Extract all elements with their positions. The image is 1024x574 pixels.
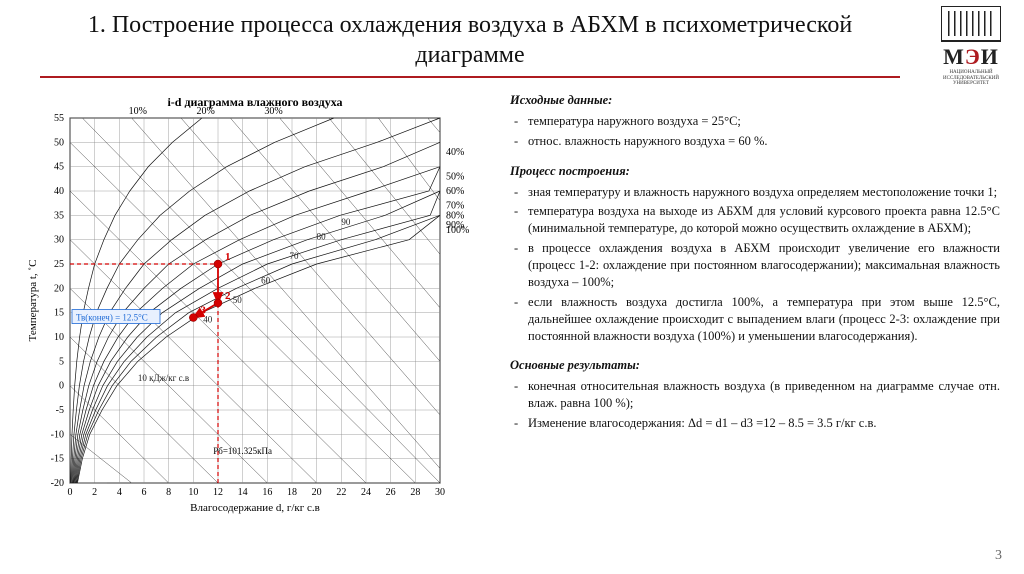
svg-text:16: 16 (262, 487, 272, 498)
svg-text:3: 3 (200, 305, 206, 317)
list-item: конечная относительная влажность воздуха… (510, 378, 1000, 412)
svg-text:0: 0 (59, 381, 64, 392)
list-item: в процессе охлаждения воздуха в АБХМ про… (510, 240, 1000, 291)
svg-text:i-d диаграмма влажного воздуха: i-d диаграмма влажного воздуха (167, 95, 342, 109)
svg-text:0: 0 (68, 487, 73, 498)
svg-text:50%: 50% (446, 171, 464, 182)
svg-text:40%: 40% (446, 147, 464, 158)
svg-text:50: 50 (54, 137, 64, 148)
svg-text:-10: -10 (51, 429, 64, 440)
section-title: Основные результаты: (510, 357, 1000, 374)
svg-text:24: 24 (361, 487, 371, 498)
page-number: 3 (995, 548, 1002, 564)
list-item: относ. влажность наружного воздуха = 60 … (510, 133, 1000, 150)
svg-text:Влагосодержание d, г/кг с.в: Влагосодержание d, г/кг с.в (190, 502, 320, 514)
svg-text:10: 10 (54, 332, 64, 343)
description-panel: Исходные данные: температура наружного в… (510, 92, 1000, 435)
svg-text:12: 12 (213, 487, 223, 498)
svg-text:35: 35 (54, 210, 64, 221)
svg-text:4: 4 (117, 487, 122, 498)
svg-text:15: 15 (54, 308, 64, 319)
list-item: температура воздуха на выходе из АБХМ дл… (510, 203, 1000, 237)
svg-text:100%: 100% (446, 225, 469, 236)
list-item: зная температуру и влажность наружного в… (510, 184, 1000, 201)
list-item: если влажность воздуха достигла 100%, а … (510, 294, 1000, 345)
list-item: температура наружного воздуха = 25°С; (510, 113, 1000, 130)
svg-text:20: 20 (54, 283, 64, 294)
svg-text:10 кДж/кг с.в: 10 кДж/кг с.в (138, 373, 189, 383)
section-title: Исходные данные: (510, 92, 1000, 109)
svg-text:26: 26 (386, 487, 396, 498)
svg-text:10%: 10% (129, 106, 147, 117)
svg-text:-20: -20 (51, 478, 64, 489)
svg-text:-15: -15 (51, 454, 64, 465)
svg-text:5: 5 (59, 356, 64, 367)
svg-text:30: 30 (435, 487, 445, 498)
svg-text:60%: 60% (446, 186, 464, 197)
title-underline (40, 76, 900, 78)
list-item: Изменение влагосодержания: Δd = d1 – d3 … (510, 415, 1000, 432)
svg-text:Рб=101.325кПа: Рб=101.325кПа (213, 446, 272, 456)
svg-text:20: 20 (312, 487, 322, 498)
university-logo: МЭИ НАЦИОНАЛЬНЫЙ ИССЛЕДОВАТЕЛЬСКИЙ УНИВЕ… (936, 6, 1006, 86)
svg-text:30: 30 (54, 235, 64, 246)
svg-text:90: 90 (341, 217, 351, 227)
page-title: 1. Построение процесса охлаждения воздух… (40, 10, 900, 70)
svg-text:18: 18 (287, 487, 297, 498)
svg-text:6: 6 (142, 487, 147, 498)
svg-text:Температура t, ˚С: Температура t, ˚С (27, 260, 39, 342)
svg-text:25: 25 (54, 259, 64, 270)
psychrometric-chart: i-d диаграмма влажного воздуха0246810121… (20, 88, 500, 528)
svg-text:28: 28 (410, 487, 420, 498)
svg-text:40: 40 (54, 186, 64, 197)
svg-text:8: 8 (166, 487, 171, 498)
svg-text:2: 2 (92, 487, 97, 498)
svg-text:55: 55 (54, 113, 64, 124)
svg-text:1: 1 (225, 251, 231, 263)
svg-text:14: 14 (238, 487, 248, 498)
svg-text:45: 45 (54, 162, 64, 173)
svg-text:30%: 30% (264, 106, 282, 117)
svg-text:10: 10 (188, 487, 198, 498)
svg-text:-5: -5 (56, 405, 64, 416)
svg-text:Тв(конеч) = 12.5°С: Тв(конеч) = 12.5°С (76, 313, 148, 323)
section-title: Процесс построения: (510, 163, 1000, 180)
svg-text:2: 2 (225, 290, 231, 302)
svg-text:22: 22 (336, 487, 346, 498)
svg-text:20%: 20% (196, 106, 214, 117)
